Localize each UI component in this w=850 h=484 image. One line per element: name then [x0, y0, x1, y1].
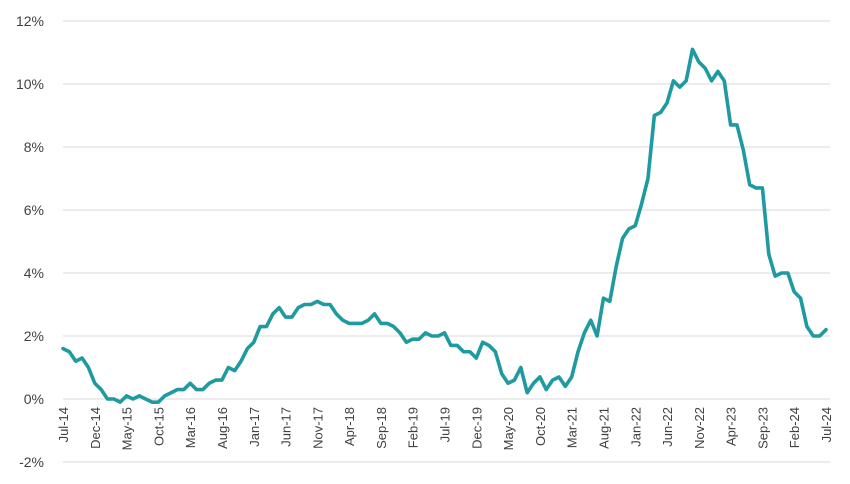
x-tick-label: Jul-24 [819, 407, 834, 442]
x-tick-label: Jul-14 [56, 407, 71, 442]
x-tick-label: Aug-21 [596, 407, 611, 449]
y-tick-label: 12% [16, 13, 44, 29]
x-tick-label: Jan-22 [628, 407, 643, 447]
x-tick-label: May-20 [501, 407, 516, 450]
x-tick-label: Oct-15 [151, 407, 166, 446]
x-tick-label: Jun-17 [279, 407, 294, 447]
y-tick-label: -2% [19, 454, 44, 470]
x-tick-label: Feb-24 [787, 407, 802, 448]
x-tick-label: Nov-22 [692, 407, 707, 449]
x-tick-label: Sep-18 [374, 407, 389, 449]
x-tick-label: Mar-21 [565, 407, 580, 448]
x-tick-label: Mar-16 [183, 407, 198, 448]
x-tick-label: May-15 [120, 407, 135, 450]
y-tick-label: 2% [24, 328, 44, 344]
y-tick-label: 6% [24, 202, 44, 218]
x-tick-label: Dec-14 [88, 407, 103, 449]
x-tick-label: Nov-17 [310, 407, 325, 449]
x-tick-label: Jul-19 [438, 407, 453, 442]
y-axis-tick-labels: -2% 0% 2% 4% 6% 8% 10% 12% [16, 13, 44, 470]
y-tick-label: 8% [24, 139, 44, 155]
x-tick-label: Apr-18 [342, 407, 357, 446]
series-layer [61, 47, 828, 404]
x-tick-label: Oct-20 [533, 407, 548, 446]
y-tick-label: 10% [16, 76, 44, 92]
series-line [61, 47, 828, 404]
gridlines [63, 20, 830, 463]
x-axis-tick-labels: Jul-14 Dec-14 May-15 Oct-15 Mar-16 Aug-16 Jan-… [56, 407, 834, 450]
y-tick-label: 4% [24, 265, 44, 281]
x-tick-label: Apr-23 [724, 407, 739, 446]
x-tick-label: Jan-17 [247, 407, 262, 447]
x-tick-label: Jun-22 [660, 407, 675, 447]
y-tick-label: 0% [24, 391, 44, 407]
x-tick-label: Feb-19 [406, 407, 421, 448]
x-tick-label: Dec-19 [469, 407, 484, 449]
x-tick-label: Sep-23 [755, 407, 770, 449]
x-tick-label: Aug-16 [215, 407, 230, 449]
